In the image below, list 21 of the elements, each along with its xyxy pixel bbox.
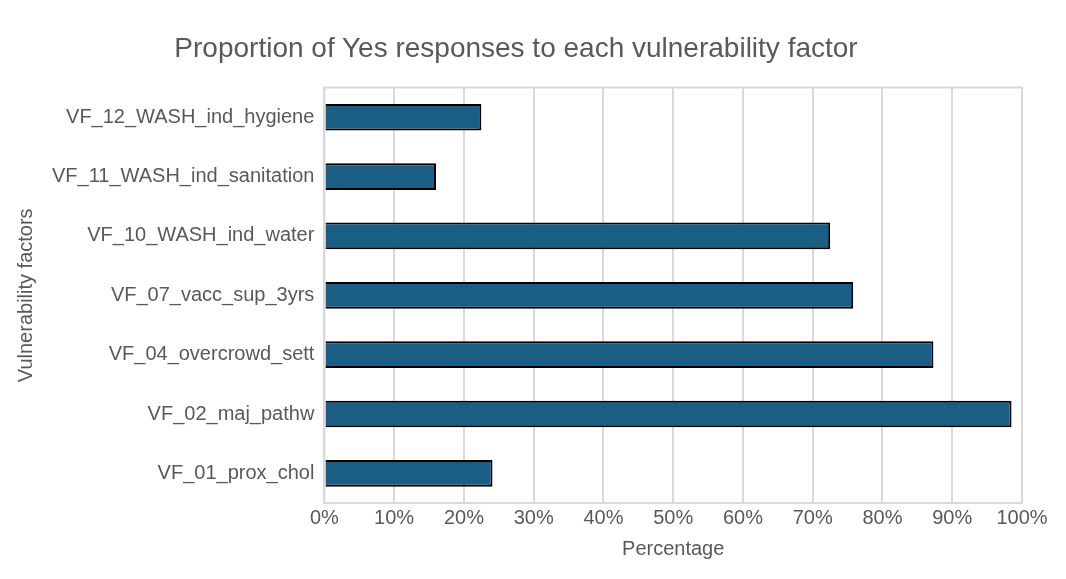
x-axis-title: Percentage xyxy=(622,536,725,559)
x-tick-label: 30% xyxy=(513,505,554,528)
y-tick-label: VF_02_maj_pathw xyxy=(147,401,315,425)
x-tick-label: 70% xyxy=(792,505,833,528)
y-tick-label: VF_07_vacc_sup_3yrs xyxy=(110,282,315,306)
y-tick-label: VF_12_WASH_ind_hygiene xyxy=(66,104,315,128)
y-axis-title: Vulnerability factors xyxy=(13,208,36,383)
chart-title: Proportion of Yes responses to each vulnerability factor xyxy=(174,31,858,63)
x-tick-label: 50% xyxy=(653,505,694,528)
x-tick-label: 90% xyxy=(932,505,973,528)
y-tick-label: VF_01_prox_chol xyxy=(157,460,315,484)
x-tick-label: 0% xyxy=(309,505,340,528)
x-tick-label: 60% xyxy=(722,505,764,528)
x-tick-label: 20% xyxy=(443,505,485,528)
y-tick-label: VF_10_WASH_ind_water xyxy=(87,223,315,247)
x-tick-label: 10% xyxy=(374,505,415,528)
y-tick-label: VF_04_overcrowd_sett xyxy=(108,342,315,366)
x-tick-label: 80% xyxy=(862,505,903,528)
x-tick-label: 40% xyxy=(583,505,624,528)
y-tick-label: VF_11_WASH_ind_sanitation xyxy=(52,164,315,188)
x-tick-label: 100% xyxy=(996,505,1048,528)
